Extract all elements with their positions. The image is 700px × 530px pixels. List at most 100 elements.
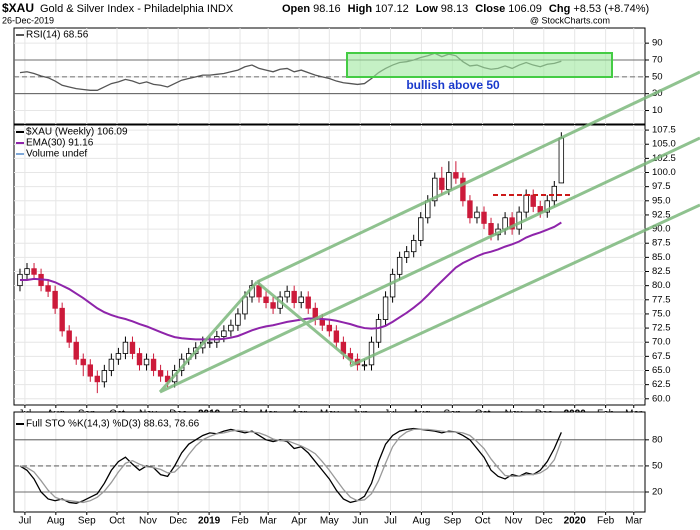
y-tick-label: 67.5 <box>652 351 671 362</box>
candle-body <box>129 341 136 354</box>
y-tick-label: 100.0 <box>652 167 676 178</box>
rsi-highlight <box>346 52 613 78</box>
candle-body <box>432 177 438 202</box>
candle-body <box>157 370 164 377</box>
x-tick-label: Sep <box>443 516 461 527</box>
instrument-name: Gold & Silver Index - Philadelphia INDX <box>40 3 234 15</box>
y-tick-label: 82.5 <box>652 266 671 277</box>
candle-body <box>333 330 340 343</box>
candle-body <box>410 239 417 253</box>
x-tick-label: Feb <box>231 516 249 527</box>
candle-body <box>284 290 290 298</box>
candle-body <box>235 313 241 326</box>
candle-body <box>52 290 58 309</box>
chg-label: Chg <box>549 3 570 15</box>
y-tick-label: 92.5 <box>652 209 671 220</box>
candle-body <box>108 358 115 371</box>
x-tick-label: Dec <box>535 516 553 527</box>
candle-body <box>298 296 304 304</box>
candle-body <box>319 319 325 326</box>
candle-body <box>94 375 101 383</box>
y-tick-label: 62.5 <box>652 379 671 390</box>
series-line <box>19 428 562 504</box>
candle-body <box>396 256 403 275</box>
series-line <box>19 427 562 504</box>
candle-body <box>516 211 522 230</box>
panels: 103050709060.062.565.067.570.072.575.077… <box>13 27 676 527</box>
channel-line <box>159 136 700 394</box>
legend-volume: Volume undef <box>26 149 87 160</box>
x-tick-label: 2020 <box>564 516 587 527</box>
y-tick-label: 95.0 <box>652 195 671 206</box>
candle-body <box>24 268 30 275</box>
candle-body <box>256 285 262 298</box>
candle-body <box>326 324 333 332</box>
candle-body <box>263 296 269 304</box>
candle-body <box>551 185 558 202</box>
candle-body <box>460 177 466 202</box>
y-tick-label: 80.0 <box>652 280 671 291</box>
x-tick-label: Aug <box>413 516 431 527</box>
y-tick-label: 70.0 <box>652 337 671 348</box>
chg-value: +8.53 (+8.74%) <box>573 3 649 15</box>
candle-body <box>87 364 93 377</box>
candle-body <box>101 370 108 383</box>
candle-body <box>150 358 157 371</box>
legend-price: $XAU (Weekly) 106.09 <box>26 127 128 138</box>
x-tick-label: Oct <box>475 516 491 527</box>
candle-body <box>122 341 129 354</box>
x-tick-label: Jul <box>18 516 31 527</box>
candle-body <box>221 330 227 337</box>
candle-body <box>418 217 424 241</box>
quote-value: 98.13 <box>441 3 469 15</box>
y-tick-label: 72.5 <box>652 323 671 334</box>
y-tick-label: 102.5 <box>652 153 676 164</box>
y-tick-label: 105.0 <box>652 139 676 150</box>
x-tick-label: Jul <box>384 516 397 527</box>
candle-body <box>453 172 459 179</box>
y-tick-label: 90.0 <box>652 224 671 235</box>
channel-line <box>256 70 700 284</box>
y-tick-label: 107.5 <box>652 125 676 136</box>
y-tick-label: 75.0 <box>652 308 671 319</box>
y-tick-label: 10 <box>652 105 663 116</box>
series-line <box>19 221 562 341</box>
quote-value: 98.16 <box>313 3 341 15</box>
candle-body <box>207 341 213 344</box>
candle-body <box>481 211 487 224</box>
y-tick-label: 80 <box>652 434 663 445</box>
y-tick-label: 90 <box>652 38 663 49</box>
annotation: bullish above 50 <box>406 78 500 92</box>
candle-body <box>375 319 382 343</box>
x-tick-label: Mar <box>625 516 643 527</box>
y-tick-label: 70 <box>652 55 663 66</box>
date: 26-Dec-2019 <box>2 15 54 25</box>
x-tick-label: 2019 <box>198 516 221 527</box>
quote-label: Open <box>282 3 310 15</box>
legend-ema: EMA(30) 91.16 <box>26 138 94 149</box>
x-tick-label: Mar <box>260 516 278 527</box>
x-tick-label: Dec <box>169 516 187 527</box>
candle-body <box>474 211 480 219</box>
x-tick-label: Aug <box>47 516 65 527</box>
candle-body <box>530 194 536 207</box>
y-tick-label: 50 <box>652 460 663 471</box>
candle-body <box>59 307 65 332</box>
legend-sto: Full STO %K(14,3) %D(3) 88.63, 78.66 <box>26 419 200 430</box>
candle-body <box>389 273 396 298</box>
candle-body <box>403 251 410 258</box>
x-tick-label: May <box>320 516 339 527</box>
channel-line <box>256 280 356 366</box>
candle-body <box>270 302 276 309</box>
candle-body <box>143 358 150 366</box>
candle-body <box>509 217 515 230</box>
quote-label: High <box>348 3 373 15</box>
y-tick-label: 50 <box>652 71 663 82</box>
x-tick-label: Sep <box>78 516 96 527</box>
candle-body <box>467 200 473 219</box>
y-tick-label: 20 <box>652 487 663 498</box>
y-tick-label: 65.0 <box>652 365 671 376</box>
candle-body <box>45 285 51 292</box>
